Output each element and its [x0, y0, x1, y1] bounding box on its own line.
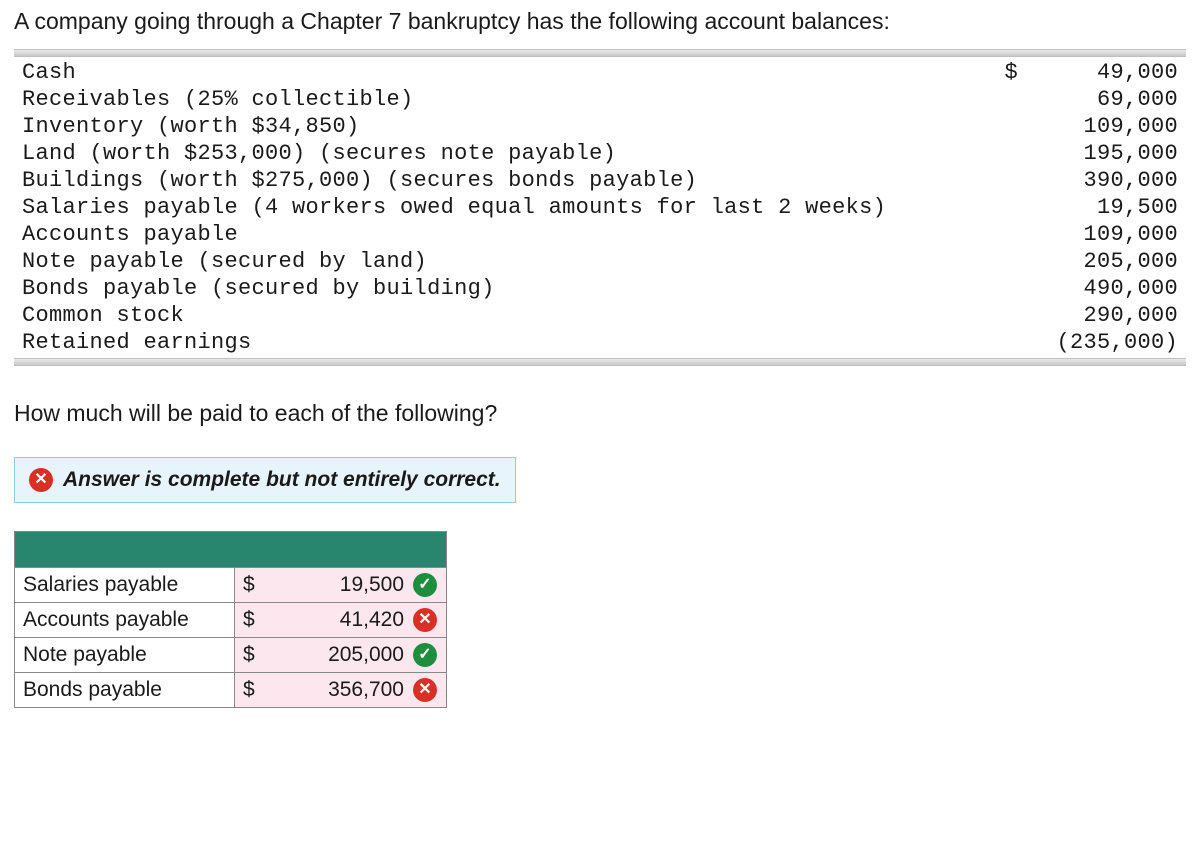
currency-symbol: $	[243, 678, 263, 702]
balance-row: Accounts payable 109,000	[14, 221, 1186, 248]
balance-row: Cash$49,000	[14, 59, 1186, 86]
answer-row: Accounts payable$41,420✕	[15, 603, 447, 638]
balance-row: Bonds payable (secured by building) 490,0…	[14, 275, 1186, 302]
answer-row: Bonds payable$356,700✕	[15, 673, 447, 708]
balance-amount: 195,000	[1026, 140, 1186, 167]
balance-label: Inventory (worth $34,850)	[14, 113, 992, 140]
balance-amount: 390,000	[1026, 167, 1186, 194]
balance-amount: 290,000	[1026, 302, 1186, 329]
balance-label: Bonds payable (secured by building)	[14, 275, 992, 302]
feedback-banner: ✕ Answer is complete but not entirely co…	[14, 457, 516, 503]
balance-amount: 109,000	[1026, 113, 1186, 140]
balance-amount: 490,000	[1026, 275, 1186, 302]
balance-currency	[992, 221, 1026, 248]
balance-amount: 69,000	[1026, 86, 1186, 113]
balance-currency	[992, 248, 1026, 275]
balance-label: Retained earnings	[14, 329, 992, 356]
currency-symbol: $	[243, 573, 263, 597]
balance-row: Note payable (secured by land) 205,000	[14, 248, 1186, 275]
balance-amount: (235,000)	[1026, 329, 1186, 356]
answer-row: Salaries payable$19,500✓	[15, 568, 447, 603]
answer-value: 19,500	[263, 573, 412, 597]
answer-value-cell[interactable]: $205,000✓	[235, 638, 447, 673]
balance-row: Land (worth $253,000) (secures note paya…	[14, 140, 1186, 167]
check-icon: ✓	[413, 643, 437, 667]
cross-icon: ✕	[413, 608, 437, 632]
balance-currency	[992, 113, 1026, 140]
balance-currency	[992, 140, 1026, 167]
balance-row: Buildings (worth $275,000) (secures bond…	[14, 167, 1186, 194]
answer-value: 356,700	[263, 678, 412, 702]
balance-label: Receivables (25% collectible)	[14, 86, 992, 113]
balance-label: Accounts payable	[14, 221, 992, 248]
balance-row: Retained earnings (235,000)	[14, 329, 1186, 356]
answer-label: Salaries payable	[15, 568, 235, 603]
balance-currency	[992, 329, 1026, 356]
divider-bottom	[14, 358, 1186, 366]
balance-label: Common stock	[14, 302, 992, 329]
answer-label: Note payable	[15, 638, 235, 673]
balance-currency	[992, 86, 1026, 113]
balance-row: Inventory (worth $34,850) 109,000	[14, 113, 1186, 140]
balances-table: Cash$49,000Receivables (25% collectible)…	[14, 59, 1186, 356]
balance-amount: 109,000	[1026, 221, 1186, 248]
intro-text: A company going through a Chapter 7 bank…	[14, 8, 1186, 35]
currency-symbol: $	[243, 643, 263, 667]
balance-label: Cash	[14, 59, 992, 86]
question-text: How much will be paid to each of the fol…	[14, 400, 1186, 427]
balance-currency	[992, 194, 1026, 221]
answer-label: Bonds payable	[15, 673, 235, 708]
balance-currency	[992, 302, 1026, 329]
answer-value: 41,420	[263, 608, 412, 632]
answer-label: Accounts payable	[15, 603, 235, 638]
answer-value-cell[interactable]: $19,500✓	[235, 568, 447, 603]
balance-label: Note payable (secured by land)	[14, 248, 992, 275]
balance-label: Buildings (worth $275,000) (secures bond…	[14, 167, 992, 194]
answers-header	[15, 532, 447, 568]
balance-row: Salaries payable (4 workers owed equal a…	[14, 194, 1186, 221]
balance-amount: 49,000	[1026, 59, 1186, 86]
divider-top	[14, 49, 1186, 57]
balance-amount: 205,000	[1026, 248, 1186, 275]
answer-value-cell[interactable]: $41,420✕	[235, 603, 447, 638]
balance-label: Salaries payable (4 workers owed equal a…	[14, 194, 992, 221]
balance-currency	[992, 167, 1026, 194]
answer-value: 205,000	[263, 643, 412, 667]
cross-icon: ✕	[413, 678, 437, 702]
check-icon: ✓	[413, 573, 437, 597]
balance-amount: 19,500	[1026, 194, 1186, 221]
answer-row: Note payable$205,000✓	[15, 638, 447, 673]
cross-icon: ✕	[29, 468, 53, 492]
feedback-text: Answer is complete but not entirely corr…	[63, 468, 501, 492]
currency-symbol: $	[243, 608, 263, 632]
balance-row: Common stock 290,000	[14, 302, 1186, 329]
balance-currency	[992, 275, 1026, 302]
balance-label: Land (worth $253,000) (secures note paya…	[14, 140, 992, 167]
answer-value-cell[interactable]: $356,700✕	[235, 673, 447, 708]
balance-row: Receivables (25% collectible) 69,000	[14, 86, 1186, 113]
balance-currency: $	[992, 59, 1026, 86]
answers-table: Salaries payable$19,500✓Accounts payable…	[14, 531, 447, 708]
